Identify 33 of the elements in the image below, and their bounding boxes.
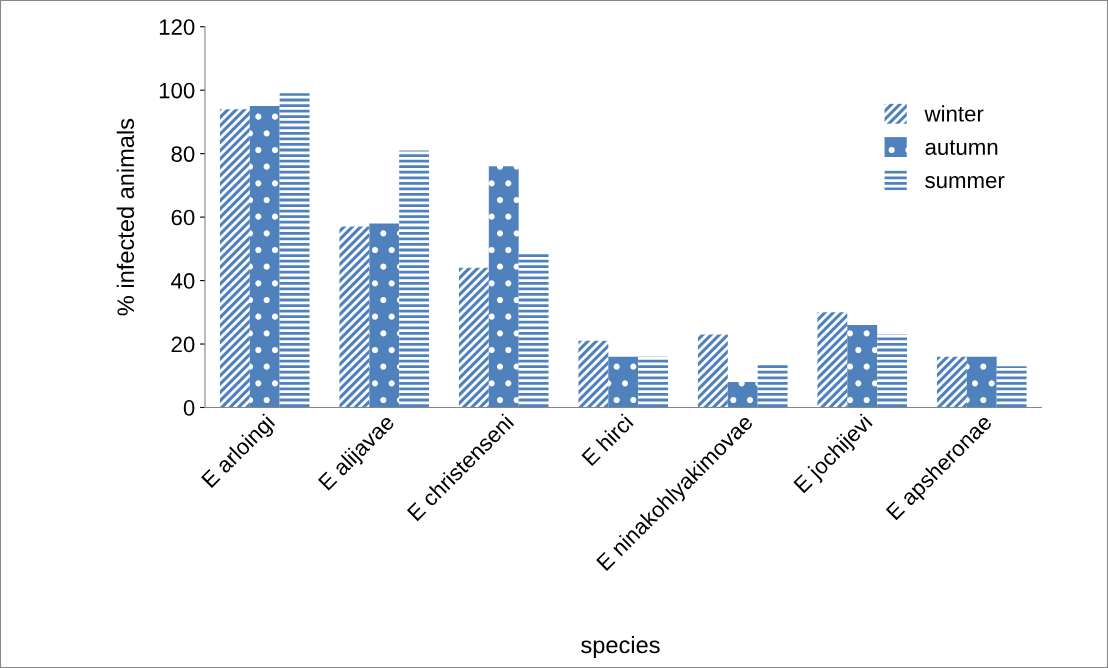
y-tick-label: 60 [171,209,195,226]
bar [847,324,878,408]
bar [279,93,310,408]
bar [369,223,400,408]
x-axis-title: species [581,635,660,658]
bar [817,312,848,408]
bar [697,334,728,408]
bar [339,226,370,408]
bar [578,340,609,408]
bar [458,267,489,408]
legend-label: summer [925,175,1005,189]
bar [249,106,280,408]
bar [996,366,1027,408]
bar [757,363,788,408]
bar [936,356,967,408]
y-tick-label: 120 [159,19,195,35]
bar [966,356,997,408]
y-tick-label: 100 [159,82,195,99]
bar [877,334,908,408]
bar [518,252,549,408]
y-axis-title: % infected animals [116,118,135,316]
legend-label: winter [924,105,984,122]
bar [638,356,669,408]
y-tick-label: 40 [171,273,195,289]
bar [727,382,758,408]
legend-label: autumn [925,140,998,155]
bar [399,150,430,408]
bar [219,109,250,408]
y-tick-label: 80 [171,146,195,162]
y-tick-label: 20 [171,336,195,353]
bar [608,356,639,408]
y-tick-label: 0 [183,400,195,416]
bar [488,166,519,408]
